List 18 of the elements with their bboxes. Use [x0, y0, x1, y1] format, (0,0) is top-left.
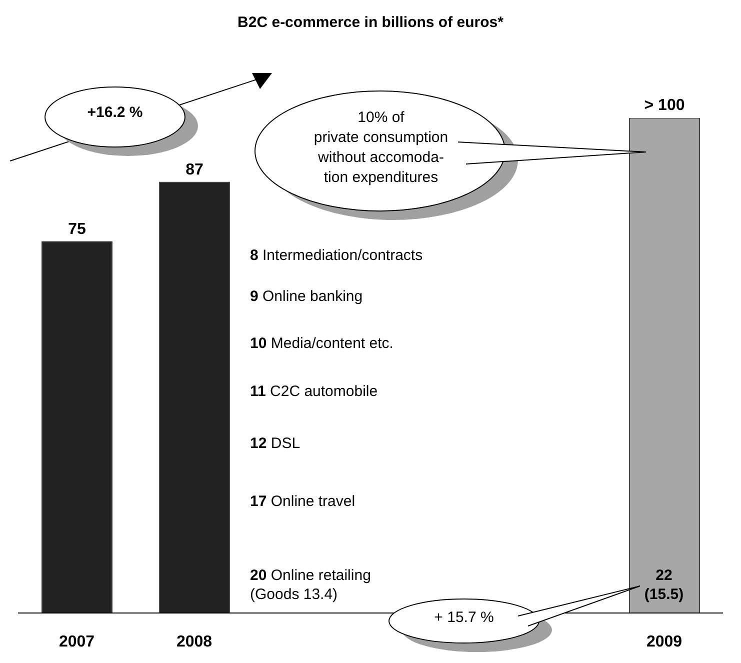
annotation: + 15.7 % — [433, 609, 495, 626]
annotation: 8 Intermediation/contracts — [250, 246, 423, 265]
annotation: 10 Media/content etc. — [250, 334, 394, 353]
data-label: > 100 — [644, 97, 685, 114]
chart-title: B2C e-commerce in billions of euros* — [236, 14, 504, 31]
annotation: 9 Online banking — [250, 287, 363, 306]
annotation: 12 DSL — [250, 434, 300, 453]
x-tick-label: 2009 — [646, 633, 682, 650]
annotation: +16.2 % — [86, 104, 144, 121]
annotation: 10% of private consumption without accomoda- tion expenditures — [312, 108, 450, 188]
x-tick-label: 2007 — [58, 633, 95, 650]
annotation: 17 Online travel — [250, 492, 356, 511]
data-label: 87 — [186, 161, 204, 178]
annotation: 11 C2C automobile — [250, 382, 378, 401]
x-tick-label: 2008 — [176, 633, 212, 650]
annotation: 22 (15.5) — [643, 566, 685, 604]
data-label: 75 — [68, 220, 86, 238]
annotation: 20 Online retailing (Goods 13.4) — [250, 566, 371, 604]
